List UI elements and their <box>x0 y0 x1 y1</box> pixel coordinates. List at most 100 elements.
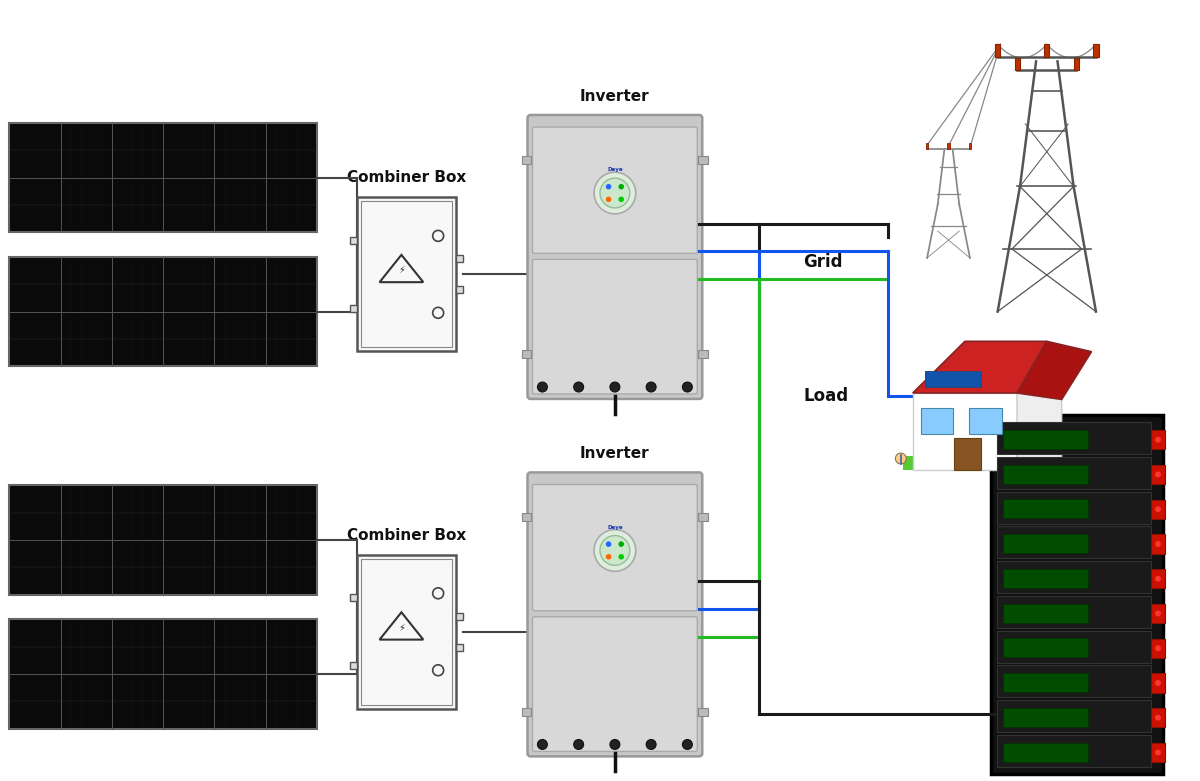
Text: Inverter: Inverter <box>580 447 649 462</box>
Bar <box>349 594 356 601</box>
Bar <box>970 408 1002 434</box>
Bar <box>1151 673 1165 693</box>
Circle shape <box>618 197 624 202</box>
FancyBboxPatch shape <box>533 484 697 611</box>
Circle shape <box>600 536 630 565</box>
Bar <box>1151 500 1165 519</box>
Circle shape <box>594 530 636 572</box>
Circle shape <box>895 453 906 464</box>
Circle shape <box>683 740 692 750</box>
Bar <box>456 613 463 620</box>
Bar <box>1003 465 1087 483</box>
Bar <box>947 143 950 148</box>
FancyBboxPatch shape <box>533 259 697 394</box>
Bar <box>698 155 708 164</box>
Circle shape <box>1156 680 1160 686</box>
Text: Inverter: Inverter <box>580 89 649 104</box>
Bar <box>954 438 982 470</box>
Circle shape <box>1156 715 1160 721</box>
Bar <box>1003 569 1087 588</box>
FancyBboxPatch shape <box>528 115 702 399</box>
Bar <box>991 415 1163 774</box>
Circle shape <box>1156 472 1160 477</box>
Bar <box>1003 673 1087 692</box>
Bar <box>522 155 532 164</box>
Circle shape <box>1156 645 1160 651</box>
Bar <box>1003 743 1087 761</box>
Circle shape <box>683 382 692 392</box>
Bar <box>968 143 971 148</box>
Bar <box>1074 58 1079 70</box>
Bar <box>997 701 1151 732</box>
Bar <box>1151 465 1165 484</box>
Circle shape <box>1156 506 1160 512</box>
Text: ⚡: ⚡ <box>398 622 404 633</box>
Bar <box>522 351 532 358</box>
Circle shape <box>618 184 624 190</box>
Polygon shape <box>1018 341 1092 399</box>
Bar <box>456 287 463 293</box>
Circle shape <box>574 382 583 392</box>
Circle shape <box>618 541 624 547</box>
Bar <box>925 143 929 148</box>
FancyBboxPatch shape <box>533 617 697 751</box>
Circle shape <box>574 740 583 750</box>
Text: Deye: Deye <box>607 167 623 172</box>
Circle shape <box>610 382 620 392</box>
Bar <box>1003 708 1087 727</box>
Bar <box>1003 499 1087 519</box>
Circle shape <box>606 197 611 202</box>
Bar <box>456 255 463 262</box>
Circle shape <box>618 554 624 559</box>
Circle shape <box>1156 750 1160 755</box>
Bar <box>10 485 317 594</box>
Polygon shape <box>913 341 1046 393</box>
Bar <box>698 513 708 521</box>
Bar <box>1151 569 1165 588</box>
Bar <box>997 665 1151 697</box>
Bar <box>698 351 708 358</box>
Bar <box>997 631 1151 662</box>
Bar <box>1003 638 1087 658</box>
Text: Grid: Grid <box>804 253 844 271</box>
Bar <box>356 555 456 708</box>
Text: Deye: Deye <box>607 525 623 530</box>
Bar <box>995 45 1001 57</box>
Text: Combiner Box: Combiner Box <box>347 170 466 185</box>
Bar <box>997 562 1151 593</box>
Circle shape <box>600 178 630 208</box>
Circle shape <box>1156 437 1160 443</box>
Circle shape <box>606 554 611 559</box>
Bar <box>1003 430 1087 449</box>
Bar <box>361 201 452 348</box>
Text: Load: Load <box>804 387 848 405</box>
Bar <box>10 123 317 232</box>
Bar <box>1003 534 1087 553</box>
Circle shape <box>646 382 656 392</box>
Bar <box>1151 708 1165 727</box>
Circle shape <box>1156 611 1160 616</box>
Bar <box>1044 45 1050 57</box>
Bar <box>997 423 1151 454</box>
Bar <box>522 708 532 715</box>
Circle shape <box>646 740 656 750</box>
Bar <box>349 662 356 669</box>
Bar <box>1093 45 1099 57</box>
Bar <box>10 257 317 366</box>
Bar <box>1151 639 1165 658</box>
FancyBboxPatch shape <box>528 473 702 756</box>
Bar <box>10 619 317 729</box>
Circle shape <box>606 541 611 547</box>
Bar <box>349 305 356 312</box>
Bar <box>456 644 463 651</box>
FancyBboxPatch shape <box>533 127 697 253</box>
Bar <box>1003 604 1087 622</box>
Bar <box>356 198 456 351</box>
Circle shape <box>538 382 547 392</box>
Polygon shape <box>913 393 1018 470</box>
Circle shape <box>538 740 547 750</box>
Polygon shape <box>902 455 1092 470</box>
Bar <box>925 371 982 387</box>
Polygon shape <box>1018 393 1062 476</box>
Circle shape <box>1156 576 1160 582</box>
